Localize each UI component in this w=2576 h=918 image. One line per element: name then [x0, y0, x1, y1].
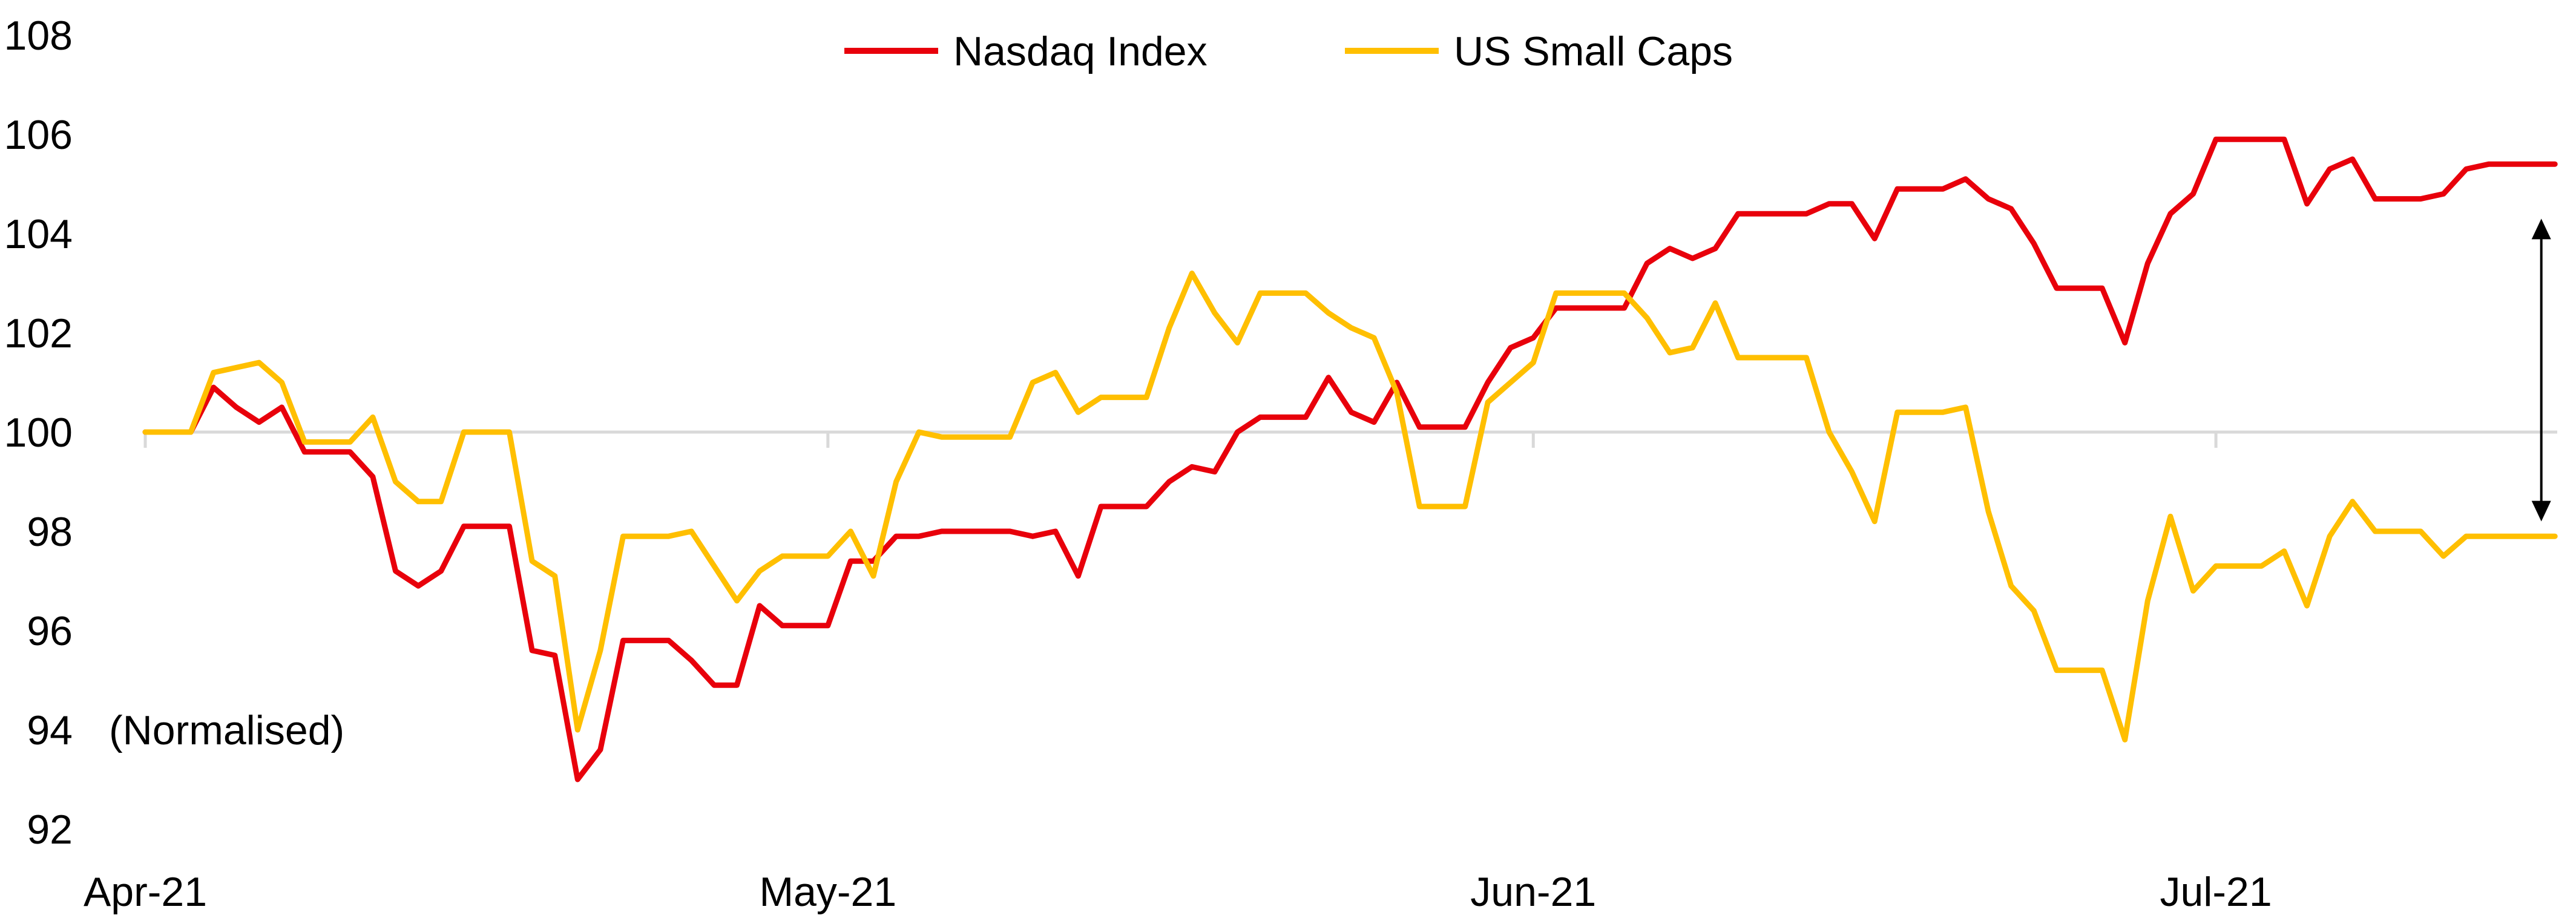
- series-line-nasdaq-index: [142, 136, 2558, 782]
- series-line-us-small-caps: [142, 270, 2558, 743]
- arrow-head-up: [2531, 218, 2551, 240]
- legend-label: US Small Caps: [1454, 28, 1733, 74]
- series-group: [142, 136, 2558, 782]
- arrow-head-down: [2531, 500, 2551, 522]
- legend-label: Nasdaq Index: [953, 28, 1208, 74]
- y-axis: 92 94 96 98 100 102 104 106 108: [4, 13, 73, 853]
- x-tick-label: Apr-21: [84, 869, 207, 915]
- y-tick-label: 96: [27, 608, 73, 654]
- gap-arrow: [2531, 218, 2551, 522]
- normalised-annotation: (Normalised): [109, 707, 344, 753]
- x-tick-label: May-21: [759, 869, 896, 915]
- y-tick-label: 100: [4, 410, 73, 456]
- x-axis: Apr-21 May-21 Jun-21 Jul-21: [84, 432, 2272, 915]
- y-tick-label: 98: [27, 509, 73, 555]
- y-tick-label: 94: [27, 707, 73, 753]
- y-tick-label: 108: [4, 13, 73, 59]
- y-tick-label: 104: [4, 211, 73, 257]
- y-tick-label: 92: [27, 807, 73, 853]
- y-tick-label: 102: [4, 310, 73, 356]
- x-tick-label: Jun-21: [1470, 869, 1596, 915]
- legend: Nasdaq Index US Small Caps: [844, 28, 1733, 74]
- y-tick-label: 106: [4, 112, 73, 158]
- x-tick-label: Jul-21: [2160, 869, 2272, 915]
